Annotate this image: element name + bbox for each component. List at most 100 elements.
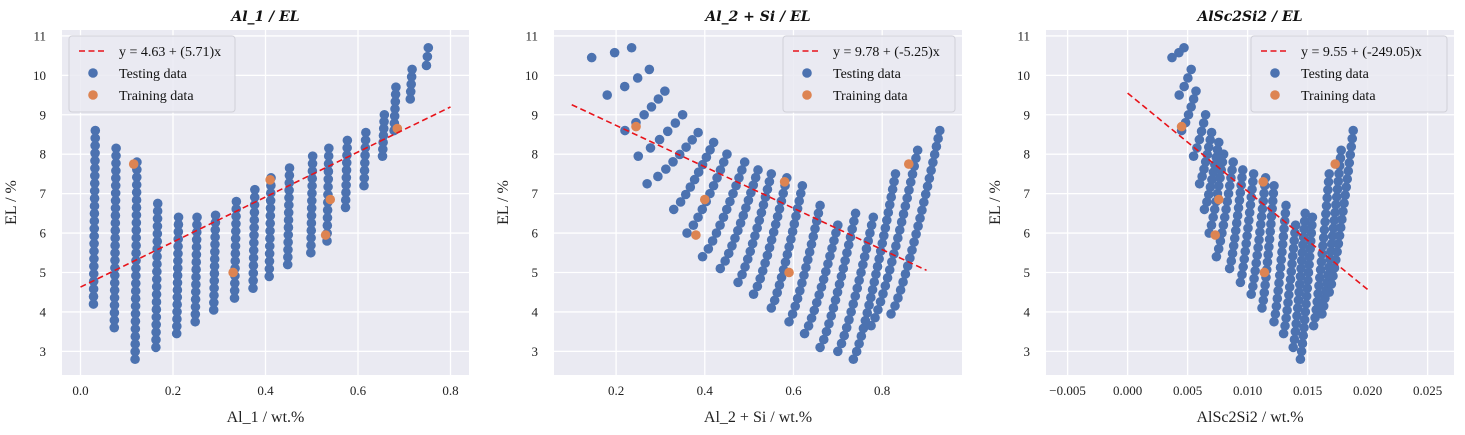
testing-data-point [89,231,99,241]
testing-data-point [130,331,141,342]
testing-data-point [811,297,822,308]
testing-data-point [1244,215,1254,226]
testing-data-point [890,301,900,311]
testing-data-point [284,163,295,173]
testing-data-point [88,299,99,309]
testing-data-point [844,315,854,325]
testing-data-point [152,251,162,262]
testing-data-point [209,261,220,272]
y-axis-label: EL / % [495,180,512,225]
testing-data-point [756,207,767,218]
testing-data-point [407,64,417,75]
testing-data-point [1327,231,1338,241]
testing-data-point [768,227,779,237]
testing-data-point [152,221,163,232]
testing-data-point [762,184,773,195]
testing-data-point [89,261,99,272]
testing-data-point [359,173,370,183]
testing-data-point [264,241,275,251]
testing-data-point [306,247,316,258]
testing-data-point [795,285,805,296]
testing-data-point [1266,219,1276,229]
testing-data-point [209,268,220,279]
testing-data-point [864,300,874,310]
testing-data-point [1319,225,1330,235]
testing-data-point [1286,266,1297,277]
testing-data-point [1233,203,1244,213]
testing-data-point [882,215,892,226]
testing-data-point [1264,234,1275,245]
training-data-point [1210,230,1220,240]
testing-data-point [249,207,260,218]
testing-data-point [1200,109,1211,120]
testing-data-point [89,246,99,257]
testing-data-point [720,256,730,266]
testing-data-point [602,90,613,100]
y-tick-label: 11 [33,28,46,43]
testing-data-point [191,242,202,252]
testing-data-point [229,293,240,303]
testing-data-point [111,158,121,169]
testing-data-point [1344,158,1355,168]
testing-data-point [191,227,202,238]
testing-data-point [839,330,850,341]
testing-data-point [828,303,839,313]
testing-data-point [110,180,121,191]
testing-data-point [152,228,163,239]
testing-data-point [1237,269,1247,280]
testing-data-point [907,169,918,179]
testing-data-point [422,51,433,62]
testing-data-point [90,133,101,143]
testing-data-point [109,292,120,303]
testing-data-point [1215,173,1225,183]
training-data-point [903,159,914,169]
testing-data-point [1282,305,1292,316]
testing-data-point [1337,214,1347,225]
testing-data-point [191,234,202,245]
testing-data-point [423,42,434,53]
testing-data-point [1188,94,1199,104]
testing-data-point [850,291,861,301]
testing-data-point [342,135,353,146]
testing-data-point [1248,281,1258,292]
testing-data-point [131,187,142,198]
testing-data-point [306,225,317,236]
testing-data-point [89,223,100,234]
testing-data-point [1313,288,1323,299]
legend-fit-label: y = 9.55 + (-249.05)x [1301,45,1422,60]
testing-data-point [742,254,753,264]
testing-data-point [893,293,903,303]
testing-data-point [1219,212,1230,223]
testing-data-point [1314,280,1324,291]
testing-data-point [323,166,334,177]
testing-data-point [1301,291,1312,301]
testing-data-point [1334,230,1345,241]
testing-data-point [758,200,769,210]
testing-data-point [754,215,765,226]
testing-data-point [323,182,333,192]
testing-data-point [265,233,275,244]
testing-data-point [1218,149,1229,159]
testing-data-point [131,233,142,243]
testing-data-point [689,174,700,185]
testing-data-point [1330,207,1340,218]
testing-data-point [361,127,371,138]
legend-box [1250,35,1448,113]
testing-data-point [1300,307,1311,317]
testing-data-point [1326,279,1337,289]
testing-data-point [887,184,898,195]
testing-data-point [917,205,927,216]
testing-data-point [130,308,141,319]
testing-data-point [711,228,722,238]
testing-data-point [795,188,806,199]
testing-data-point [836,271,847,282]
testing-data-point [152,236,163,247]
testing-data-point [1315,264,1326,275]
testing-data-point [851,346,862,357]
testing-data-point [89,178,100,189]
testing-data-point [210,239,220,250]
testing-data-point [858,259,868,270]
testing-data-point [229,285,240,296]
testing-data-point [306,210,317,221]
testing-data-point [283,252,293,262]
